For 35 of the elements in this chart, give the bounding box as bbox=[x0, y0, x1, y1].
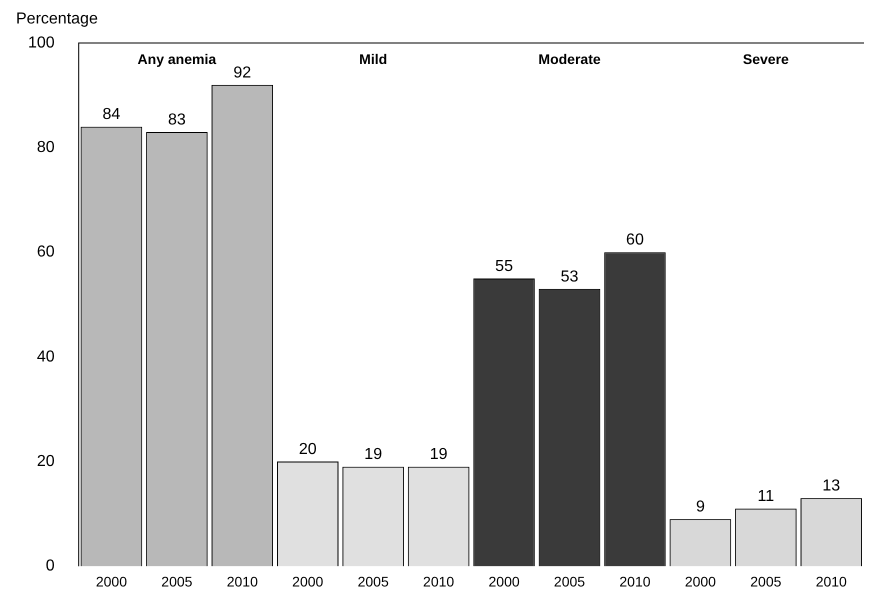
data-label: 55 bbox=[495, 258, 514, 275]
data-label: 83 bbox=[168, 111, 186, 128]
annotation: Moderate bbox=[538, 50, 601, 67]
y-tick-label: 40 bbox=[36, 348, 55, 366]
data-label: 20 bbox=[298, 440, 317, 458]
x-tick-label: 2000 bbox=[96, 573, 128, 590]
x-tick-label: 2005 bbox=[750, 573, 782, 590]
x-tick-label: 2000 bbox=[684, 573, 716, 590]
data-label: 11 bbox=[758, 488, 774, 506]
y-tick-label: 80 bbox=[36, 139, 55, 156]
x-tick-label: 2005 bbox=[161, 573, 193, 590]
data-label: 60 bbox=[626, 232, 644, 249]
annotation: Mild bbox=[359, 50, 388, 67]
y-tick-label: 20 bbox=[36, 452, 55, 470]
x-tick-label: 2010 bbox=[816, 573, 848, 590]
x-tick-label: 2000 bbox=[488, 573, 520, 590]
x-tick-label: 2010 bbox=[619, 573, 651, 590]
annotation: Severe bbox=[742, 50, 790, 67]
y-axis-title: Percentage bbox=[16, 10, 98, 28]
y-tick-label: 60 bbox=[36, 244, 55, 261]
y-tick-label: 100 bbox=[28, 34, 55, 52]
x-tick-label: 2005 bbox=[554, 573, 586, 590]
x-tick-label: 2005 bbox=[358, 573, 389, 590]
data-label: 84 bbox=[102, 106, 120, 124]
x-tick-label: 2010 bbox=[226, 573, 258, 590]
data-label: 92 bbox=[233, 64, 252, 82]
x-tick-label: 2000 bbox=[292, 573, 324, 590]
y-tick-label: 0 bbox=[46, 558, 55, 575]
x-tick-label: 2010 bbox=[423, 573, 454, 590]
data-label: 9 bbox=[696, 498, 705, 516]
annotation: Any anemia bbox=[138, 50, 216, 67]
data-label: 19 bbox=[364, 446, 382, 464]
data-label: 19 bbox=[430, 446, 448, 464]
data-label: 53 bbox=[560, 268, 579, 286]
data-label: 13 bbox=[822, 478, 840, 495]
